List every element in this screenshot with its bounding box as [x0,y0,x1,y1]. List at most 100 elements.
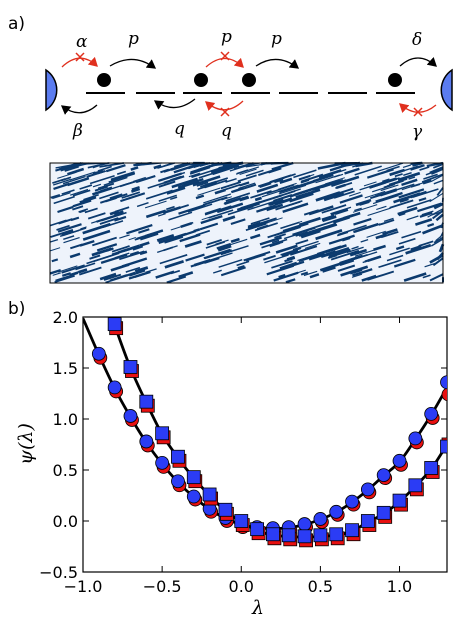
kymograph-streak [97,184,108,189]
kymograph-streak [320,247,350,258]
kymograph-streak [419,166,430,171]
kymograph-streak [257,166,282,177]
kymograph-streak [321,204,347,214]
data-point-blue-square [424,461,439,475]
beta-label: β [72,121,83,141]
kymograph-streak [308,205,334,216]
kymograph-streak [261,190,281,198]
kymograph-streak [375,233,388,240]
kymograph-streak [422,179,432,185]
panel-b-label: b) [8,299,26,319]
kymograph-streak [92,236,117,247]
kymograph-streak [187,203,213,213]
kymograph-streak [351,245,359,250]
kymograph-streak [56,224,70,231]
kymograph-streak [386,254,404,262]
kymograph [49,161,445,284]
y-tick-label: 0.5 [53,461,78,480]
data-point-blue-circle [297,517,312,531]
kymograph-streak [354,165,382,176]
kymograph-streak [250,217,270,225]
kymograph-streak [343,213,354,219]
kymograph-streak [398,212,406,217]
x-tick-label: 1.0 [387,577,412,596]
kymograph-streak [116,170,127,176]
particle [242,73,256,87]
data-point-blue-circle [139,434,154,449]
kymograph-streak [363,181,377,187]
kymograph-streak [87,212,106,220]
kymograph-streak [138,228,150,234]
kymograph-streak [89,254,101,260]
data-point-blue-square [408,478,423,493]
data-point-red-circle [441,387,447,402]
data-point-blue-square [218,502,233,517]
kymograph-streak [69,252,81,259]
kymograph-streak [417,202,442,213]
q-mid-arrow [205,100,244,112]
kymograph-streak [274,198,293,206]
kymograph-streak [215,239,229,245]
kymograph-streak [79,240,95,247]
kymograph-streak [305,181,334,193]
kymograph-streak [79,266,102,276]
kymograph-streak [259,236,282,246]
kymograph-streak [122,244,141,253]
kymograph-streak [86,254,114,265]
data-point-blue-square [281,528,296,543]
kymograph-streak [418,197,427,202]
kymograph-streak [330,175,360,187]
kymograph-streak [50,193,61,199]
kymograph-streak [401,230,422,239]
kymograph-streak [232,238,240,242]
kymograph-streak [198,164,212,172]
kymograph-streak [298,174,311,181]
data-point-blue-circle [360,482,375,497]
kymograph-streak [422,274,431,279]
kymograph-streak [423,173,438,180]
kymograph-streak [195,194,205,200]
alpha-arrow [61,56,98,68]
kymograph-streak [401,178,418,187]
kymograph-streak [107,247,114,251]
kymograph-streak [375,188,398,198]
kymograph-streak [278,184,307,195]
kymograph-streak [397,171,421,182]
data-point-blue-square [345,523,359,538]
kymograph-streak [125,266,141,273]
kymograph-streak [333,216,350,224]
kymograph-streak [259,181,272,188]
kymograph-streak [263,254,276,261]
kymograph-streak [132,245,144,251]
kymograph-streak [348,191,361,197]
kymograph-streak [340,265,369,277]
kymograph-streak [359,185,373,191]
kymograph-streak [135,174,156,184]
kymograph-streak [354,223,381,233]
kymograph-streak [268,167,282,174]
data-point-blue-circle [123,409,138,423]
panel-a-label: a) [8,14,26,34]
kymograph-streak [236,203,255,211]
kymograph-streak [139,232,159,241]
kymograph-streak [225,192,251,202]
kymograph-streak [403,272,427,282]
kymograph-streak [57,205,74,214]
kymograph-streak [160,168,170,174]
kymograph-streak [289,188,301,194]
data-point-blue-square [234,514,249,528]
kymograph-streak [403,171,412,177]
data-point-blue-square [171,449,185,464]
kymograph-streak [366,230,387,238]
kymograph-streak [57,265,78,273]
kymograph-streak [193,228,201,233]
kymograph-streak [318,169,342,179]
kymograph-streak [220,266,246,277]
kymograph-streak [185,253,205,262]
kymograph-streak [304,242,321,249]
kymograph-streak [120,192,146,203]
y-tick-label: 2.0 [53,308,78,327]
kymograph-streak [354,207,362,212]
kymograph-streak [99,162,125,168]
kymograph-streak [275,244,298,254]
